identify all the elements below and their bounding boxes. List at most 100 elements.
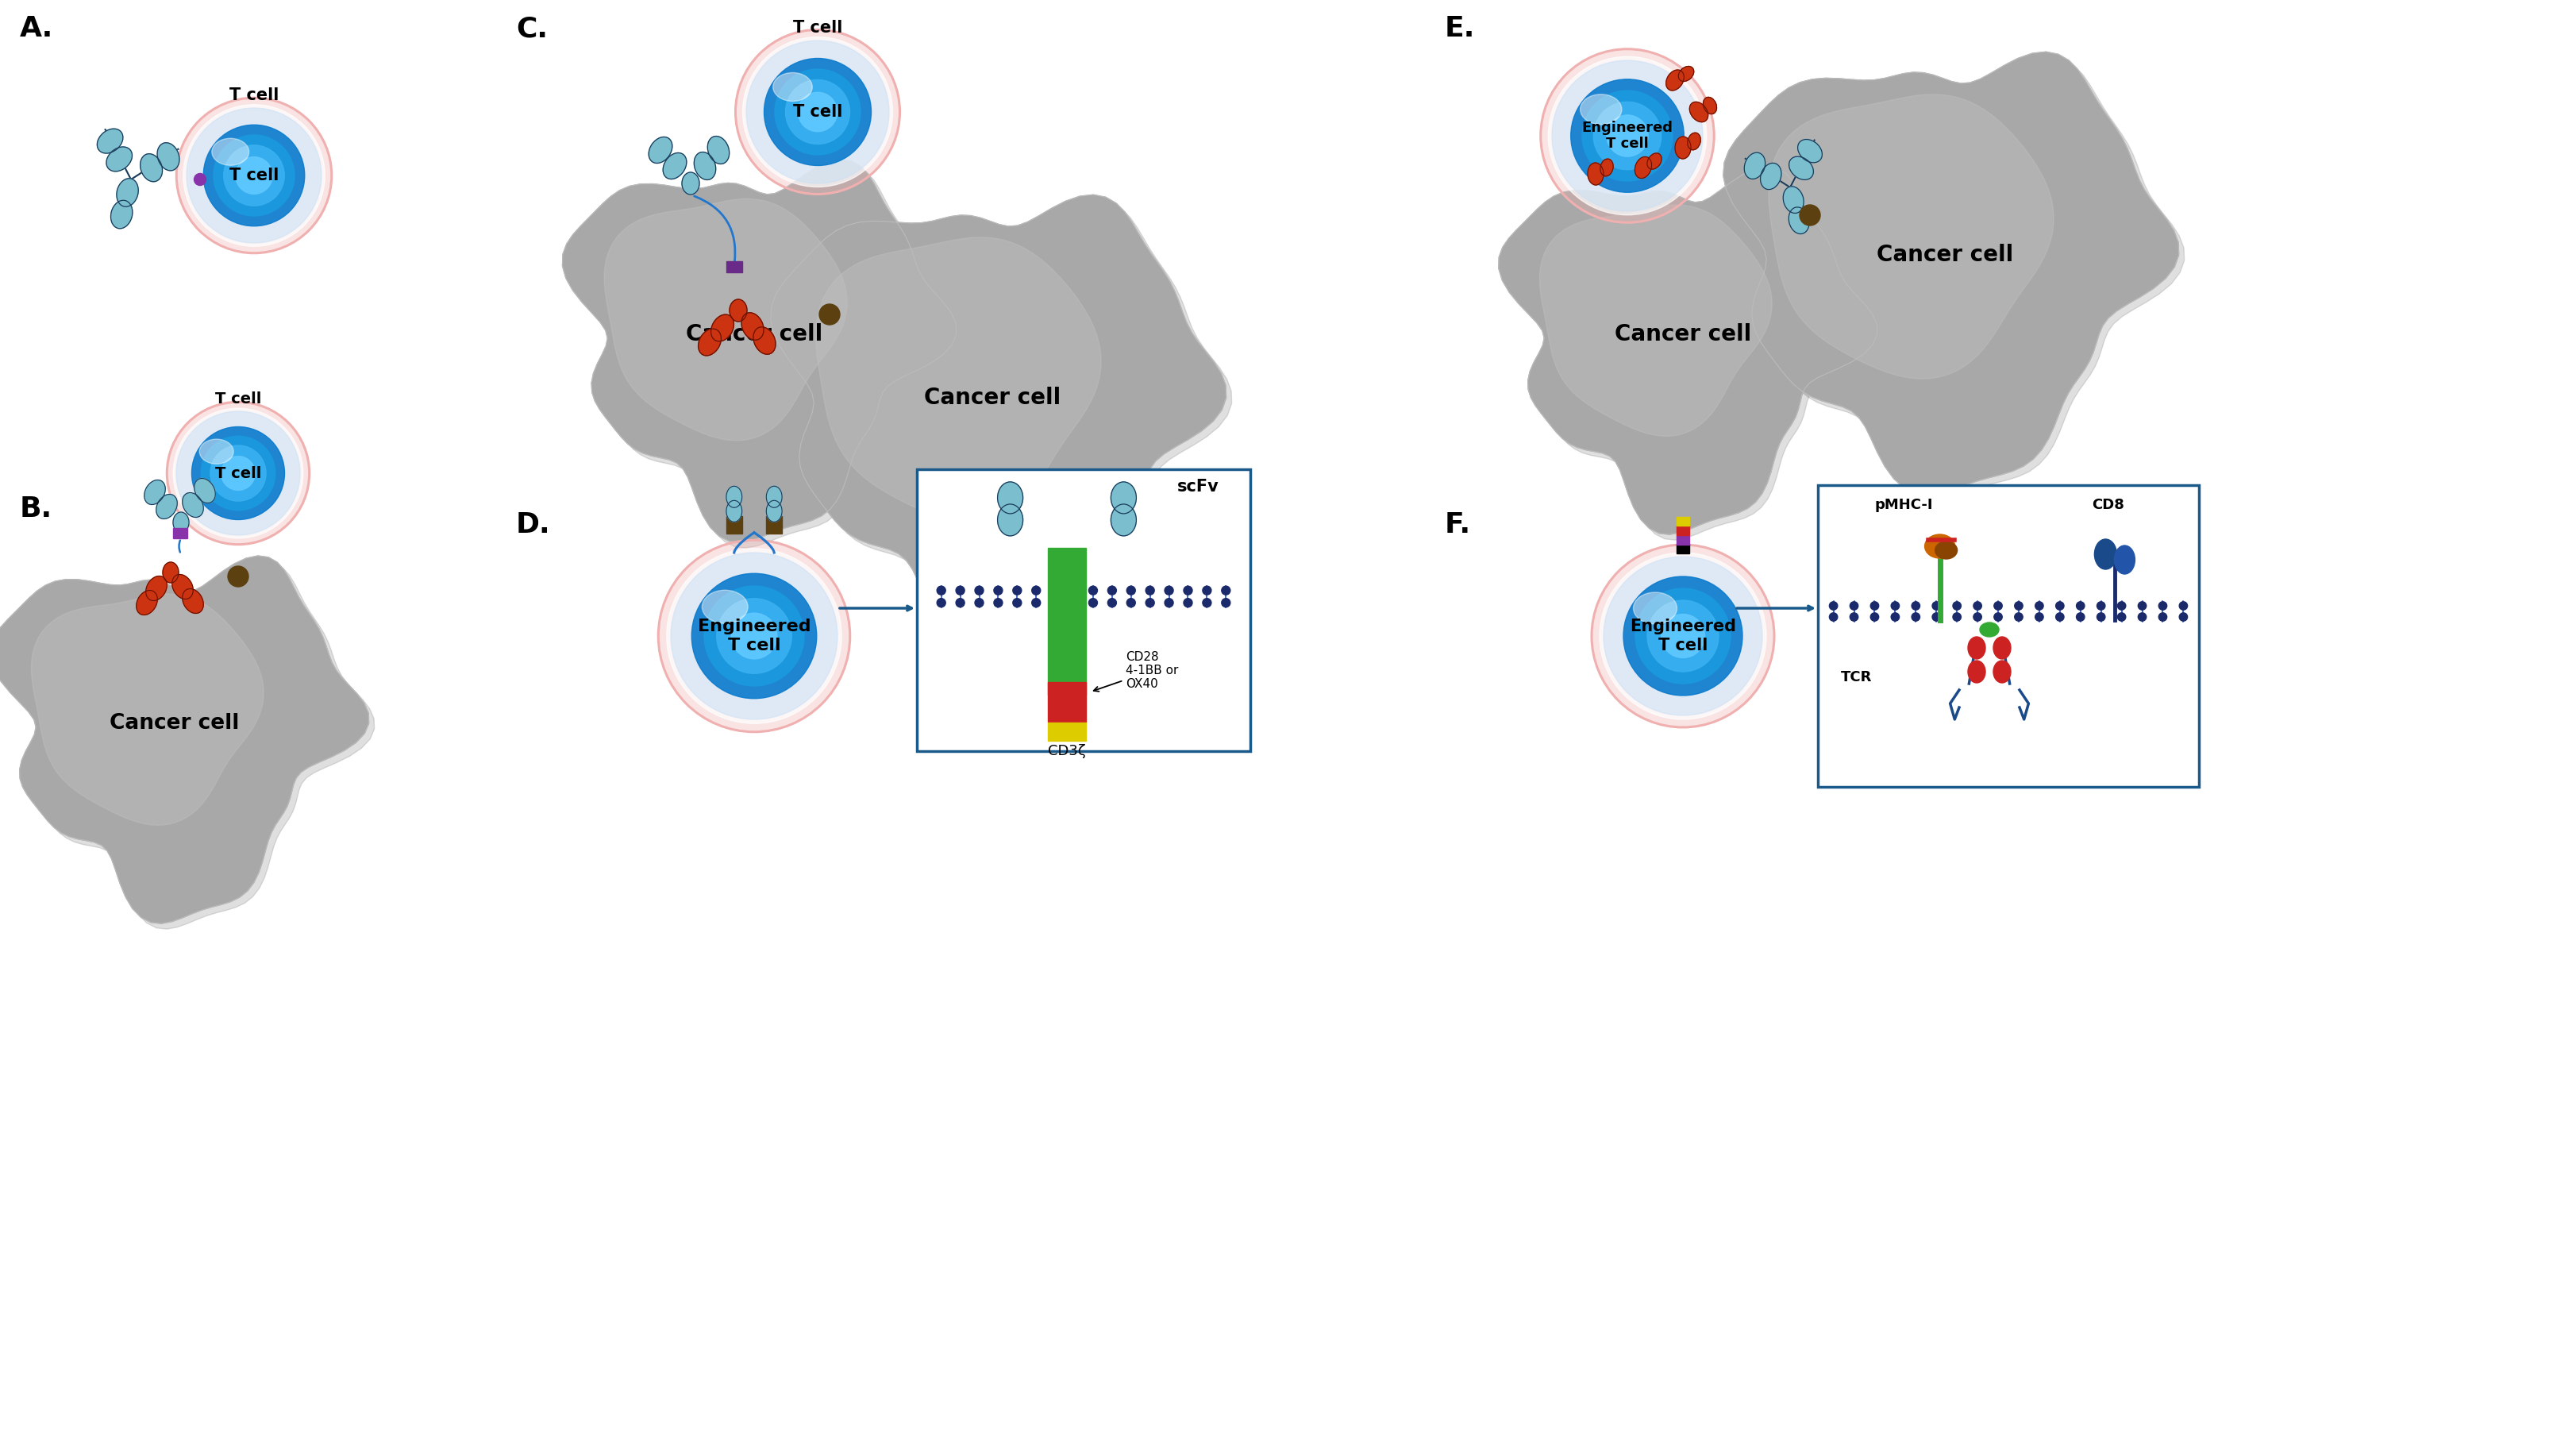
Circle shape [1994,602,2002,611]
Ellipse shape [183,589,204,613]
Ellipse shape [183,104,325,246]
Ellipse shape [726,500,742,522]
Ellipse shape [111,200,131,229]
Ellipse shape [1968,636,1986,659]
Ellipse shape [703,591,747,623]
Circle shape [2076,602,2084,611]
Polygon shape [605,199,848,440]
Ellipse shape [997,482,1023,513]
Ellipse shape [1587,163,1602,184]
Ellipse shape [775,69,860,154]
Ellipse shape [1540,49,1713,223]
FancyBboxPatch shape [1677,543,1690,553]
Polygon shape [1723,51,2179,495]
Ellipse shape [737,30,899,194]
Circle shape [193,173,206,186]
Circle shape [938,598,945,608]
FancyBboxPatch shape [1677,516,1690,526]
Text: pMHC-I: pMHC-I [1875,498,1935,512]
Ellipse shape [1924,535,1955,558]
Circle shape [2035,602,2043,611]
Ellipse shape [1623,576,1741,695]
FancyBboxPatch shape [917,469,1249,751]
FancyBboxPatch shape [1819,485,2200,786]
Ellipse shape [1548,57,1705,214]
Ellipse shape [214,134,294,216]
Circle shape [1051,598,1059,608]
Ellipse shape [106,147,131,172]
FancyBboxPatch shape [765,516,783,533]
Ellipse shape [193,479,216,503]
Ellipse shape [649,137,672,163]
Ellipse shape [765,486,783,508]
Circle shape [1164,586,1172,595]
Ellipse shape [173,408,304,538]
Circle shape [1182,586,1193,595]
Ellipse shape [1636,588,1731,684]
Ellipse shape [716,599,791,674]
Circle shape [2117,613,2125,621]
Text: Engineered
T cell: Engineered T cell [698,619,811,654]
Circle shape [1221,586,1231,595]
Circle shape [2097,602,2105,611]
Circle shape [1108,598,1115,608]
Circle shape [2076,613,2084,621]
Text: CD3ζ: CD3ζ [1048,744,1087,758]
Polygon shape [562,160,956,542]
FancyBboxPatch shape [726,516,742,533]
Ellipse shape [747,40,889,183]
Circle shape [1090,586,1097,595]
Text: Engineered
T cell: Engineered T cell [1631,619,1736,654]
Circle shape [2014,602,2022,611]
Ellipse shape [1994,661,2012,684]
Polygon shape [817,237,1100,522]
Ellipse shape [1110,505,1136,536]
Text: scFv: scFv [1177,479,1218,495]
Ellipse shape [224,144,283,206]
Ellipse shape [773,73,811,102]
Ellipse shape [742,37,894,187]
Circle shape [1012,586,1023,595]
FancyBboxPatch shape [1048,702,1087,722]
Ellipse shape [157,495,178,519]
Circle shape [994,586,1002,595]
Ellipse shape [157,143,180,170]
Ellipse shape [204,124,304,226]
Circle shape [1870,613,1878,621]
Ellipse shape [139,154,162,182]
Circle shape [2138,613,2146,621]
Circle shape [1870,602,1878,611]
Ellipse shape [1602,556,1762,715]
Ellipse shape [1680,66,1695,82]
Ellipse shape [1788,207,1808,235]
Ellipse shape [1674,137,1690,159]
Ellipse shape [1636,157,1651,179]
Text: Cancer cell: Cancer cell [1875,243,2014,266]
Circle shape [2117,602,2125,611]
Text: T cell: T cell [793,104,842,120]
Circle shape [1891,613,1899,621]
Text: C.: C. [515,16,549,41]
Circle shape [1850,613,1857,621]
Text: Cancer cell: Cancer cell [685,323,822,346]
Circle shape [956,598,963,608]
Text: Cancer cell: Cancer cell [111,714,240,734]
Ellipse shape [2094,539,2117,569]
Polygon shape [0,562,374,930]
Ellipse shape [698,329,721,356]
Polygon shape [31,593,263,825]
Circle shape [1221,598,1231,608]
Text: CD8: CD8 [2092,498,2125,512]
Circle shape [1126,598,1136,608]
Circle shape [1953,613,1960,621]
FancyBboxPatch shape [173,528,188,538]
Circle shape [1126,586,1136,595]
Text: Cancer cell: Cancer cell [1615,323,1752,346]
Polygon shape [770,194,1226,638]
Ellipse shape [1788,156,1814,180]
Ellipse shape [726,486,742,508]
Polygon shape [1540,204,1772,436]
Circle shape [2138,602,2146,611]
Circle shape [1932,602,1940,611]
Text: CD28
4-1BB or
OX40: CD28 4-1BB or OX40 [1095,651,1177,692]
